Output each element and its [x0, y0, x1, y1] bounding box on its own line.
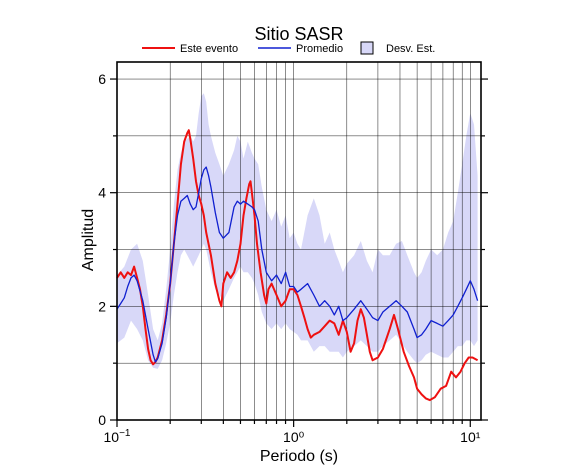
- legend-swatch-std: [360, 41, 374, 55]
- legend-label-mean: Promedio: [296, 43, 343, 55]
- y-axis-label: Amplitud: [80, 209, 97, 271]
- legend-label-std: Desv. Est.: [386, 43, 435, 55]
- plot-area: 0 2 4 6 10−1 10⁰ 10¹: [98, 61, 488, 445]
- y-tick-label: 4: [98, 185, 106, 201]
- x-tick-label: 10¹: [460, 429, 481, 445]
- legend: Este evento Promedio Desv. Est.: [142, 41, 435, 55]
- plot-frame: [116, 61, 482, 421]
- series-line-mean: [116, 166, 479, 363]
- legend-label-event: Este evento: [180, 43, 238, 55]
- x-tick-label: 10⁰: [283, 429, 305, 445]
- chart-title: Sitio SASR: [254, 24, 343, 44]
- std-band: [117, 93, 478, 369]
- y-tick-label: 2: [98, 298, 106, 314]
- x-tick-label: 10−1: [104, 428, 131, 445]
- x-axis-label: Periodo (s): [260, 448, 338, 465]
- y-tick-label: 6: [98, 71, 106, 87]
- y-tick-label: 0: [98, 412, 106, 428]
